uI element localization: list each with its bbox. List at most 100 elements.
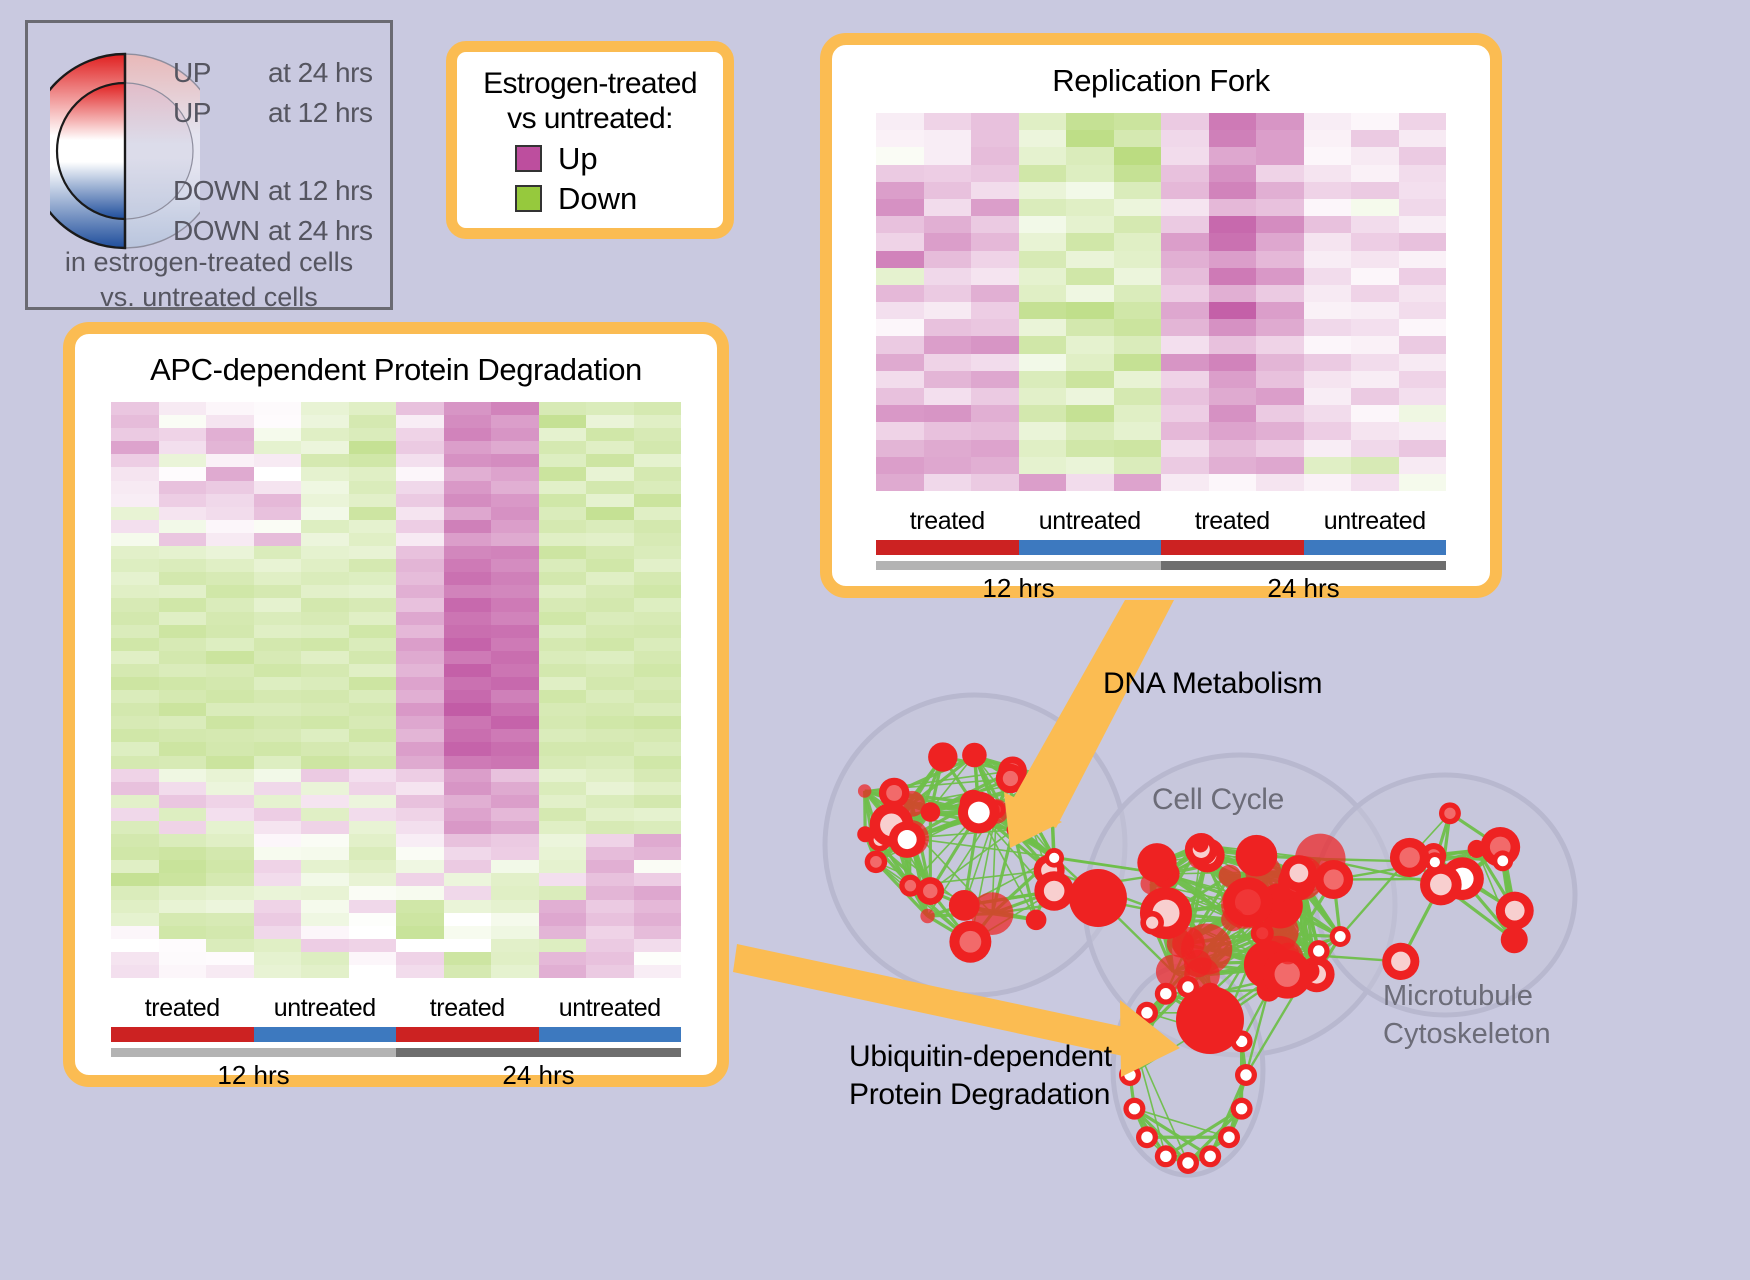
heatmap-cell <box>206 821 254 834</box>
network-node-core <box>898 830 917 849</box>
heatmap-cell <box>206 415 254 428</box>
heatmap-cell <box>301 742 349 755</box>
heatmap-cell <box>1209 354 1257 371</box>
heatmap-cell <box>634 756 682 769</box>
heatmap-cell <box>539 808 587 821</box>
heatmap-cell <box>539 821 587 834</box>
heatmap-cell <box>254 559 302 572</box>
network-node[interactable] <box>1137 843 1176 882</box>
heatmap-cell <box>159 559 207 572</box>
heatmap-cell <box>491 638 539 651</box>
heatmap-cell <box>206 834 254 847</box>
heatmap-cell <box>1161 302 1209 319</box>
network-node[interactable] <box>921 802 941 822</box>
heatmap-cell <box>1209 440 1257 457</box>
heatmap-cell <box>1114 302 1162 319</box>
heatmap-cell <box>1066 285 1114 302</box>
treatment-label: untreated <box>539 994 682 1023</box>
heatmap-cell <box>206 900 254 913</box>
network-node[interactable] <box>1069 869 1127 927</box>
heatmap-cell <box>876 457 924 474</box>
network-node[interactable] <box>1176 986 1244 1054</box>
heatmap-cell <box>444 965 492 978</box>
heatmap-cell <box>586 598 634 611</box>
heatmap-cell <box>971 457 1019 474</box>
network-node-core <box>1324 869 1344 889</box>
heatmap-cell <box>1351 147 1399 164</box>
heatmap-cell <box>444 782 492 795</box>
heatmap-cell <box>444 651 492 664</box>
heatmap-cell <box>1066 336 1114 353</box>
network-node[interactable] <box>1501 926 1528 953</box>
network-node[interactable] <box>1277 943 1299 965</box>
heatmap-cell <box>1114 457 1162 474</box>
heatmap-cell <box>586 769 634 782</box>
heatmap-cell <box>586 808 634 821</box>
heatmap-cell <box>1209 251 1257 268</box>
heatmap-cell <box>254 952 302 965</box>
panel-title: APC-dependent Protein Degradation <box>75 352 717 388</box>
heatmap-cell <box>301 677 349 690</box>
heatmap-cell <box>254 585 302 598</box>
heatmap-cell <box>396 546 444 559</box>
network-node[interactable] <box>1031 759 1069 797</box>
heatmap-cell <box>634 546 682 559</box>
heatmap-cell <box>301 494 349 507</box>
heatmap-cell <box>1351 440 1399 457</box>
heatmap-cell <box>1209 371 1257 388</box>
heatmap-cell <box>634 598 682 611</box>
heatmap-cell <box>586 860 634 873</box>
network-node[interactable] <box>1172 927 1205 960</box>
heatmap-cell <box>111 756 159 769</box>
network-node-core <box>1124 1069 1135 1080</box>
heatmap-cell <box>924 422 972 439</box>
heatmap-cell <box>1114 113 1162 130</box>
heatmap-cell <box>349 454 397 467</box>
heatmap-cell <box>924 147 972 164</box>
network-node[interactable] <box>857 826 873 842</box>
heatmap-cell <box>1351 336 1399 353</box>
heatmap-cell <box>971 216 1019 233</box>
heatmap-cell <box>254 494 302 507</box>
heatmap-cell <box>1399 216 1447 233</box>
network-node[interactable] <box>928 742 957 771</box>
heatmap-cell <box>971 147 1019 164</box>
heatmap-cell <box>301 664 349 677</box>
heatmap-cell <box>924 199 972 216</box>
heatmap-cell <box>206 939 254 952</box>
heatmap-cell <box>301 756 349 769</box>
heatmap-cell <box>206 664 254 677</box>
network-node[interactable] <box>971 892 1014 935</box>
heatmap-cell <box>349 441 397 454</box>
treatment-label: untreated <box>1019 507 1162 536</box>
heatmap-cell <box>586 900 634 913</box>
panel-apc-dependent-protein-degradation: APC-dependent Protein Degradation treate… <box>63 322 729 1087</box>
network-node[interactable] <box>1221 908 1244 931</box>
heatmap-cell <box>876 251 924 268</box>
heatmap-cell <box>1256 165 1304 182</box>
down-label: Down <box>558 181 637 217</box>
heatmap-cell <box>1066 354 1114 371</box>
heatmap-cell <box>111 873 159 886</box>
protein-interaction-network[interactable] <box>790 620 1750 1280</box>
network-node[interactable] <box>920 909 934 923</box>
heatmap-cell <box>491 834 539 847</box>
heatmap-cell <box>254 507 302 520</box>
heatmap-cell <box>1114 182 1162 199</box>
heatmap-cell <box>349 572 397 585</box>
heatmap-cell <box>491 769 539 782</box>
heatmap-cell <box>254 913 302 926</box>
heatmap-cell <box>396 808 444 821</box>
heatmap-cell <box>1161 405 1209 422</box>
heatmap-cell <box>444 716 492 729</box>
network-node[interactable] <box>1026 910 1047 931</box>
network-node[interactable] <box>858 784 871 797</box>
heatmap-cell <box>396 441 444 454</box>
network-node[interactable] <box>1193 837 1209 853</box>
network-node-core <box>1182 981 1193 992</box>
heatmap-cell <box>586 559 634 572</box>
network-node[interactable] <box>968 750 981 763</box>
network-node[interactable] <box>1236 835 1278 877</box>
heatmap-cell <box>1399 182 1447 199</box>
legend-footer: in estrogen-treated cells vs. untreated … <box>28 245 390 314</box>
